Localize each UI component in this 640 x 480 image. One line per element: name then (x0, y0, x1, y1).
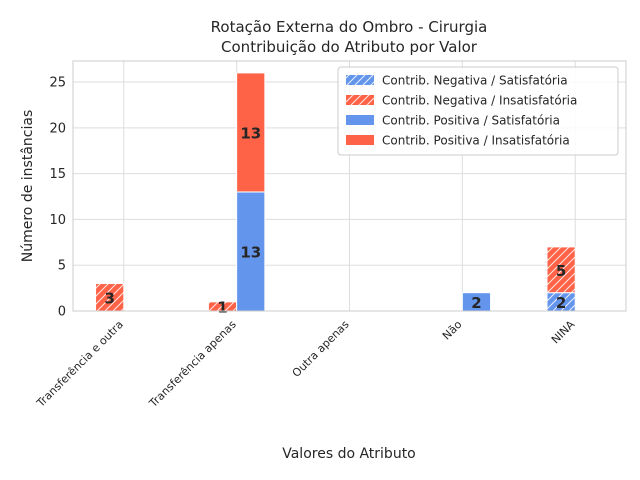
bar-hatch (95, 283, 124, 311)
bar-hatch (208, 301, 237, 311)
x-ticks: Transferência e outra Transferência apena… (34, 318, 578, 411)
bar-value-label: 2 (471, 294, 481, 312)
plot-frame (72, 60, 627, 312)
y-tick-label: 20 (49, 121, 66, 136)
legend-swatch-hatch (346, 95, 374, 105)
legend-entry: Contrib. Positiva / Satisfatória (382, 114, 560, 128)
bar-value-label: 1 (217, 298, 227, 316)
y-ticks: 0 5 10 15 20 25 (49, 76, 66, 320)
bar-value-label: 13 (240, 124, 261, 142)
legend-swatch-hatch (346, 75, 374, 85)
legend: Contrib. Negativa / Satisfatória Contrib.… (337, 66, 619, 156)
y-axis-label: Número de instâncias (20, 110, 36, 262)
bar-hatch (547, 246, 576, 293)
bar-value-label: 5 (556, 262, 566, 280)
y-tick-label: 5 (58, 259, 66, 274)
legend-swatch (346, 115, 374, 125)
chart-title-line1: Rotação Externa do Ombro - Cirurgia (211, 18, 488, 36)
legend-entry: Contrib. Negativa / Insatisfatória (382, 94, 577, 108)
x-tick-label: NINA (549, 318, 578, 347)
chart-title-line2: Contribuição do Atributo por Valor (221, 38, 478, 56)
legend-swatch (346, 135, 374, 145)
y-tick-label: 25 (49, 76, 66, 91)
legend-frame (337, 66, 619, 156)
bar-value-label: 3 (104, 289, 114, 307)
bar-value-label: 2 (556, 294, 566, 312)
bar (236, 72, 266, 193)
bar-hatch (547, 292, 576, 311)
bars (95, 72, 576, 312)
y-tick-label: 15 (49, 167, 66, 182)
y-tick-label: 0 (58, 305, 66, 320)
x-tick-label: Transferência apenas (146, 318, 239, 411)
legend-entry: Contrib. Positiva / Insatisfatória (382, 134, 570, 148)
x-tick-label: Outra apenas (290, 318, 352, 380)
x-tick-label: Transferência e outra (34, 318, 126, 410)
x-tick-label: Não (440, 318, 465, 343)
bar-labels: 3 1 2 5 13 13 2 (104, 124, 566, 316)
bar-value-label: 13 (240, 243, 261, 261)
legend-entry: Contrib. Negativa / Satisfatória (382, 74, 568, 88)
x-axis-label: Valores do Atributo (282, 446, 416, 462)
y-tick-label: 10 (49, 213, 66, 228)
